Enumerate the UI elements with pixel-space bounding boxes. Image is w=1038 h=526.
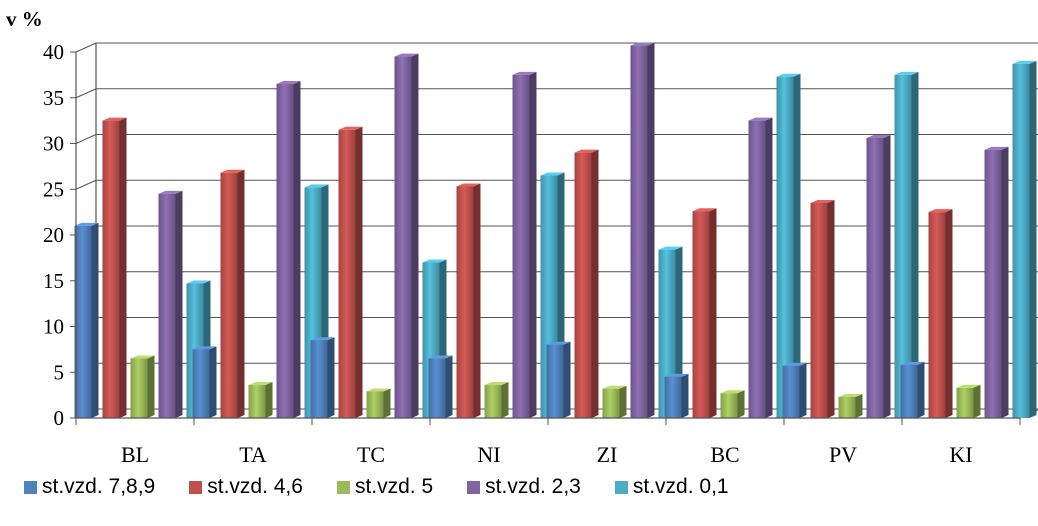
bar-TC-series-4: [394, 53, 419, 418]
bar-NI-series-2: [456, 183, 481, 418]
bar-PV-series-1: [782, 362, 807, 418]
bar-NI-series-3: [484, 382, 509, 418]
y-axis-label: v %: [6, 7, 43, 31]
bar-BL-series-1: [74, 222, 99, 418]
bar-BC-series-4: [748, 117, 773, 418]
bar-PV-series-4: [866, 135, 891, 418]
bar-TC-series-2: [338, 126, 363, 419]
legend-swatch: [24, 480, 37, 494]
bar-NI-series-4: [512, 71, 537, 418]
legend-swatch: [189, 480, 203, 494]
bar-PV-series-5: [894, 71, 919, 418]
bar-ZI-series-4: [630, 42, 655, 418]
x-tick-label: BC: [710, 442, 739, 467]
bar-KI-series-1: [900, 361, 925, 418]
legend-label: st.vzd. 7,8,9: [42, 475, 156, 498]
grid-depth-line: [75, 42, 97, 53]
bar-chart-3d: 0 5 10 15 20 25 30 35 40 BL TA TC NI ZI BC PV KI v %: [6, 7, 1038, 467]
bar-BC-series-3: [720, 390, 745, 418]
x-tick-label: TA: [239, 442, 267, 467]
legend-item: st.vzd. 5: [336, 475, 434, 499]
x-tick-label: TC: [357, 442, 385, 467]
bar-BL-series-3: [130, 355, 155, 418]
bar-KI-series-5: [1012, 60, 1037, 419]
bar-BC-series-5: [776, 73, 801, 418]
y-tick-label: 35: [43, 86, 64, 110]
bar-TC-series-3: [366, 388, 391, 418]
y-tick-label: 10: [43, 315, 64, 339]
x-tick-label: NI: [477, 442, 500, 467]
legend-swatch: [336, 480, 350, 494]
y-tick-label: 20: [43, 223, 64, 247]
bar-NI-series-1: [428, 355, 453, 418]
y-tick-label: 40: [43, 40, 64, 64]
bar-BC-series-2: [692, 208, 717, 418]
legend-item: st.vzd. 0,1: [614, 475, 729, 499]
legend-label: st.vzd. 4,6: [207, 475, 303, 498]
bar-KI-series-3: [956, 384, 981, 418]
grid-depth-line: [75, 134, 97, 144]
bar-ZI-series-3: [602, 385, 627, 418]
bar-PV-series-2: [810, 199, 835, 418]
bar-BC-series-1: [664, 373, 689, 418]
y-tick-label: 5: [54, 360, 65, 384]
legend-item: st.vzd. 4,6: [189, 475, 303, 499]
x-tick-label: KI: [949, 442, 972, 467]
bar-BL-series-2: [102, 117, 127, 418]
y-tick-label: 15: [43, 269, 64, 293]
bar-TA-series-2: [220, 169, 245, 418]
bar-KI-series-4: [984, 146, 1009, 418]
y-tick-label: 25: [43, 177, 64, 201]
bar-ZI-series-1: [546, 341, 571, 418]
legend: st.vzd. 7,8,9 st.vzd. 4,6 st.vzd. 5 st.vzd.…: [24, 472, 1024, 502]
bar-BL-series-4: [158, 190, 183, 418]
y-tick-label: 30: [43, 132, 64, 156]
bar-TA-series-1: [192, 346, 217, 418]
bar-TA-series-4: [276, 81, 301, 419]
legend-label: st.vzd. 5: [354, 475, 434, 498]
y-tick-label: 0: [54, 406, 65, 430]
legend-swatch: [614, 480, 628, 494]
x-tick-label: ZI: [597, 442, 618, 467]
bars-layer: [74, 42, 1037, 419]
x-tick-label: PV: [829, 442, 857, 467]
bar-ZI-series-2: [574, 149, 599, 418]
legend-swatch: [467, 480, 481, 494]
bar-TA-series-3: [248, 382, 273, 418]
legend-item: st.vzd. 7,8,9: [24, 475, 155, 499]
legend-item: st.vzd. 2,3: [467, 475, 581, 499]
bar-PV-series-3: [838, 393, 863, 418]
grid-depth-line: [75, 179, 97, 190]
legend-label: st.vzd. 2,3: [485, 475, 581, 498]
legend-label: st.vzd. 0,1: [632, 475, 729, 498]
x-tick-label: BL: [121, 442, 149, 467]
axis-layer: 0 5 10 15 20 25 30 35 40 BL TA TC NI ZI BC PV KI: [43, 40, 1021, 467]
bar-TC-series-1: [310, 337, 335, 418]
grid-depth-line: [75, 88, 97, 99]
bar-KI-series-2: [928, 209, 953, 418]
